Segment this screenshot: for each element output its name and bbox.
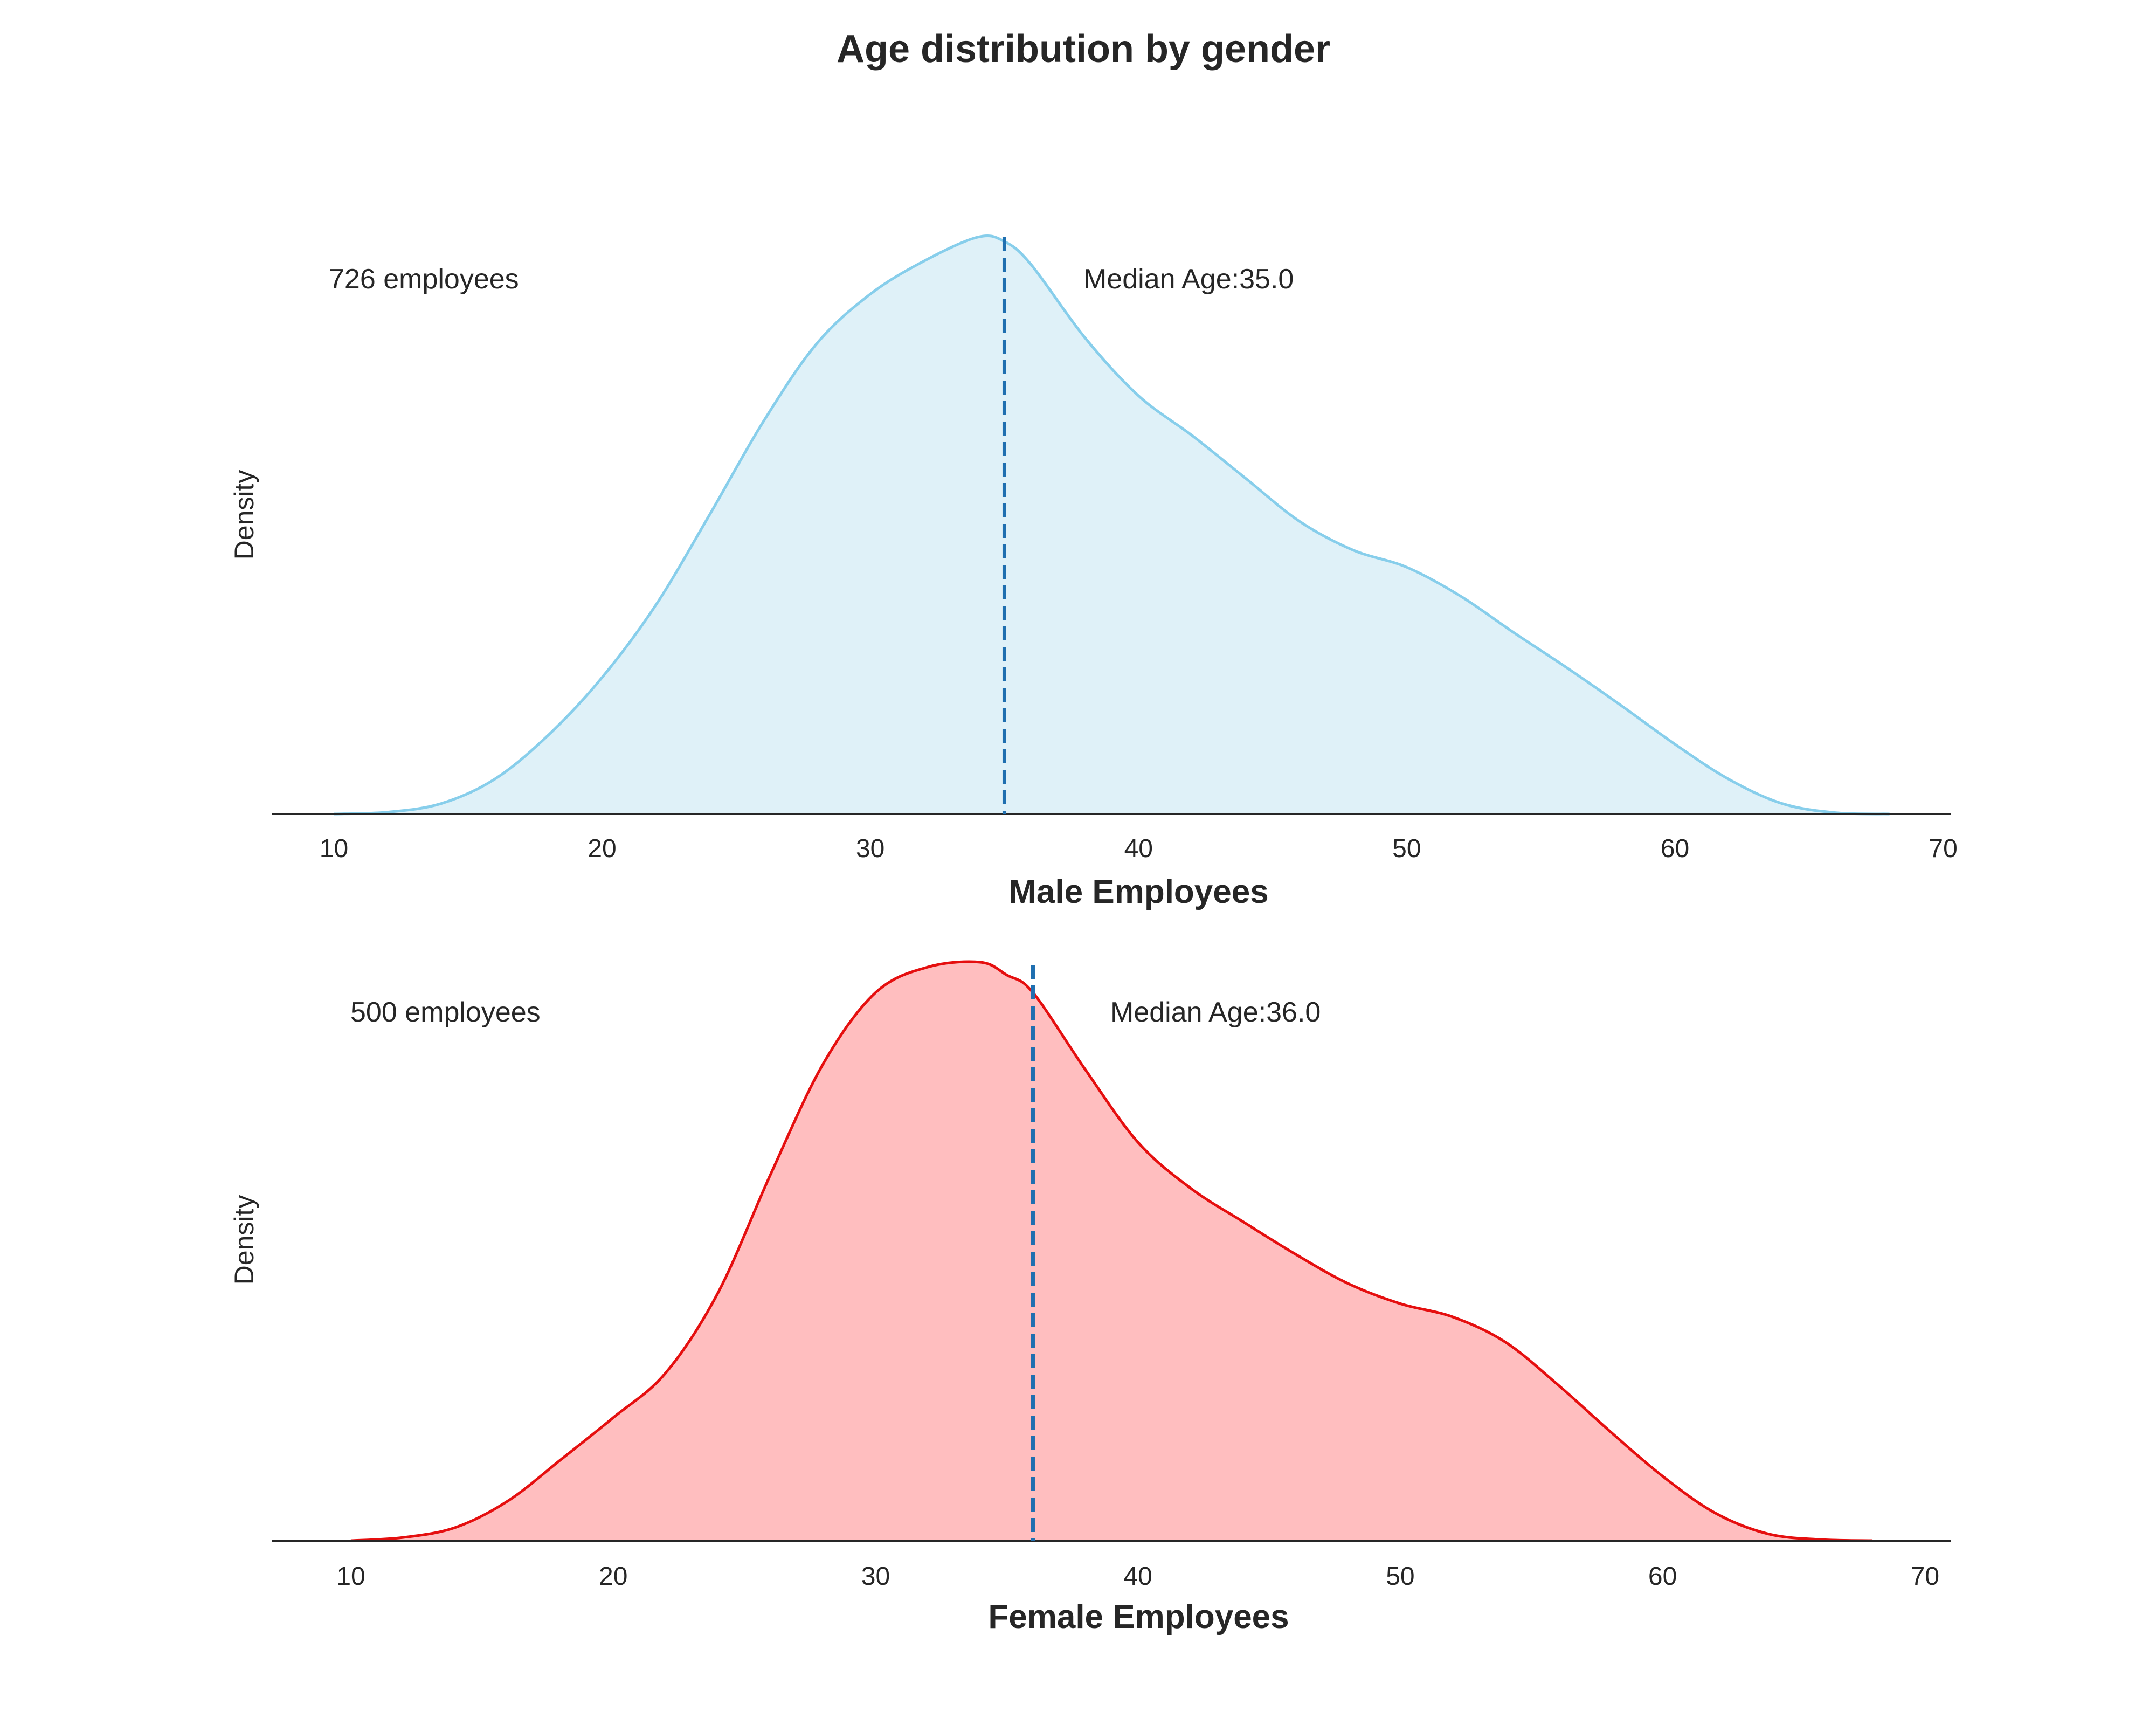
male-tick-label: 30 <box>856 834 884 863</box>
female-tick-label: 30 <box>861 1562 890 1591</box>
female-tick-label: 40 <box>1123 1562 1152 1591</box>
female-tick-label: 10 <box>336 1562 365 1591</box>
male-y-axis-label: Density <box>229 470 259 560</box>
female-count-annotation: 500 employees <box>350 997 541 1028</box>
female-tick-label: 50 <box>1386 1562 1414 1591</box>
female-tick-label: 70 <box>1911 1562 1939 1591</box>
male-x-axis-label: Male Employees <box>1008 873 1268 910</box>
male-count-annotation: 726 employees <box>329 264 519 295</box>
male-tick-label: 20 <box>588 834 616 863</box>
male-density-line <box>334 234 1890 816</box>
male-density-area <box>334 236 1890 815</box>
female-y-axis-label: Density <box>229 1195 259 1285</box>
female-median-annotation: Median Age:36.0 <box>1110 997 1321 1028</box>
male-median-annotation: Median Age:35.0 <box>1083 264 1294 295</box>
male-tick-label: 60 <box>1661 834 1689 863</box>
female-tick-label: 60 <box>1648 1562 1677 1591</box>
chart-title: Age distribution by gender <box>837 27 1330 71</box>
female-density-line <box>350 960 1873 1542</box>
male-panel: 10 20 30 40 50 60 70 Male Employees Density 726 e… <box>229 234 1958 910</box>
female-x-axis-label: Female Employees <box>988 1598 1289 1636</box>
female-panel: 10 20 30 40 50 60 70 Female Employees Density 500… <box>229 960 1951 1636</box>
male-tick-label: 40 <box>1124 834 1153 863</box>
male-tick-label: 10 <box>320 834 348 863</box>
male-tick-label: 70 <box>1929 834 1957 863</box>
chart-panels: 10 20 30 40 50 60 70 Male Employees Density 726 e… <box>229 234 1958 1636</box>
female-tick-label: 20 <box>599 1562 627 1591</box>
female-density-area <box>351 962 1872 1541</box>
male-tick-label: 50 <box>1392 834 1421 863</box>
